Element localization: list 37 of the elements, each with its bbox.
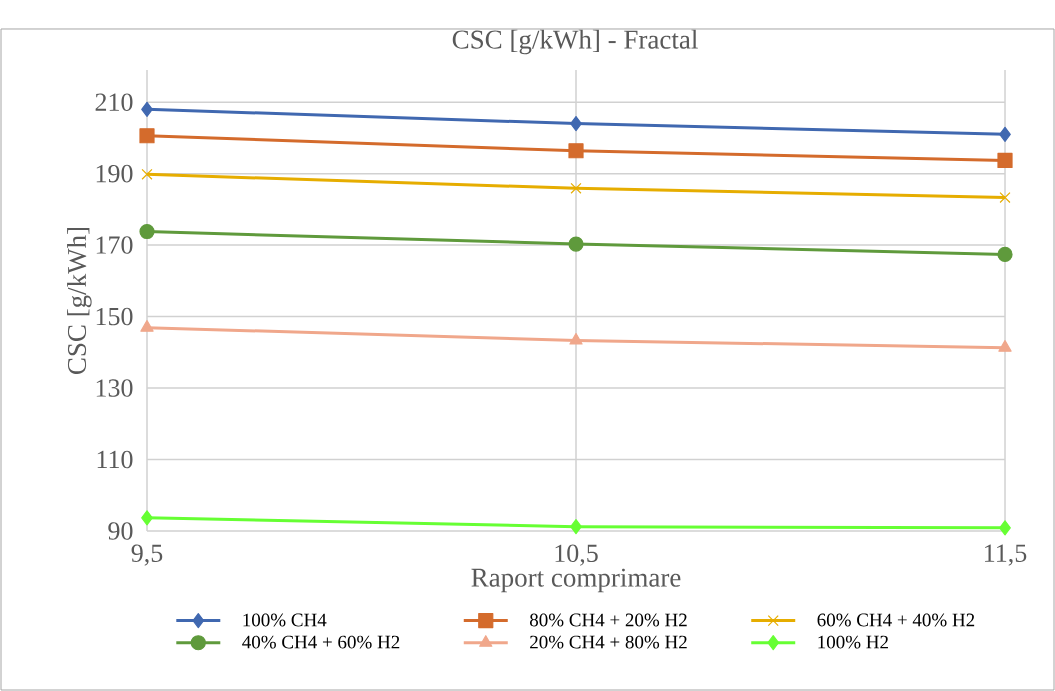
x-tick-label: 11,5	[985, 544, 1027, 566]
point	[570, 519, 582, 535]
legend-label: 20% CH4 + 80% H2	[530, 635, 687, 649]
point	[999, 192, 1011, 204]
point	[568, 143, 584, 159]
point	[141, 168, 153, 180]
point	[999, 520, 1011, 536]
y-tick-label: 190	[96, 164, 133, 183]
y-tick-label: 210	[95, 93, 133, 111]
legend-label: 100% CH4	[243, 613, 327, 627]
legend-label: 40% CH4 + 60% H2	[242, 635, 400, 649]
point	[139, 223, 155, 240]
x-axis-title: Raport comprimare	[471, 568, 681, 593]
y-axis-title: CSC [g/kWh]	[67, 227, 92, 375]
point	[569, 332, 583, 345]
point	[999, 126, 1011, 142]
point	[140, 320, 154, 332]
point	[568, 236, 584, 252]
point	[141, 101, 153, 117]
legend-label: 100% H2	[818, 635, 888, 649]
legend-label: 60% CH4 + 40% H2	[817, 613, 975, 627]
y-tick-label: 130	[96, 379, 133, 397]
point	[570, 116, 582, 132]
y-tick-label: 90	[108, 522, 133, 540]
point	[998, 340, 1012, 352]
legend-label: 80% CH4 + 20% H2	[529, 613, 687, 627]
y-tick-label: 170	[96, 236, 133, 254]
x-tick-label: 9,5	[131, 544, 163, 566]
point	[141, 510, 153, 526]
point	[570, 182, 582, 194]
y-tick-label: 110	[97, 450, 133, 469]
x-tick-label: 10,5	[555, 544, 598, 566]
chart-title: CSC [g/kWh] - Fractal	[452, 29, 698, 55]
y-tick-label: 150	[96, 307, 133, 326]
point	[997, 152, 1013, 169]
point	[139, 128, 155, 144]
point	[997, 246, 1013, 262]
